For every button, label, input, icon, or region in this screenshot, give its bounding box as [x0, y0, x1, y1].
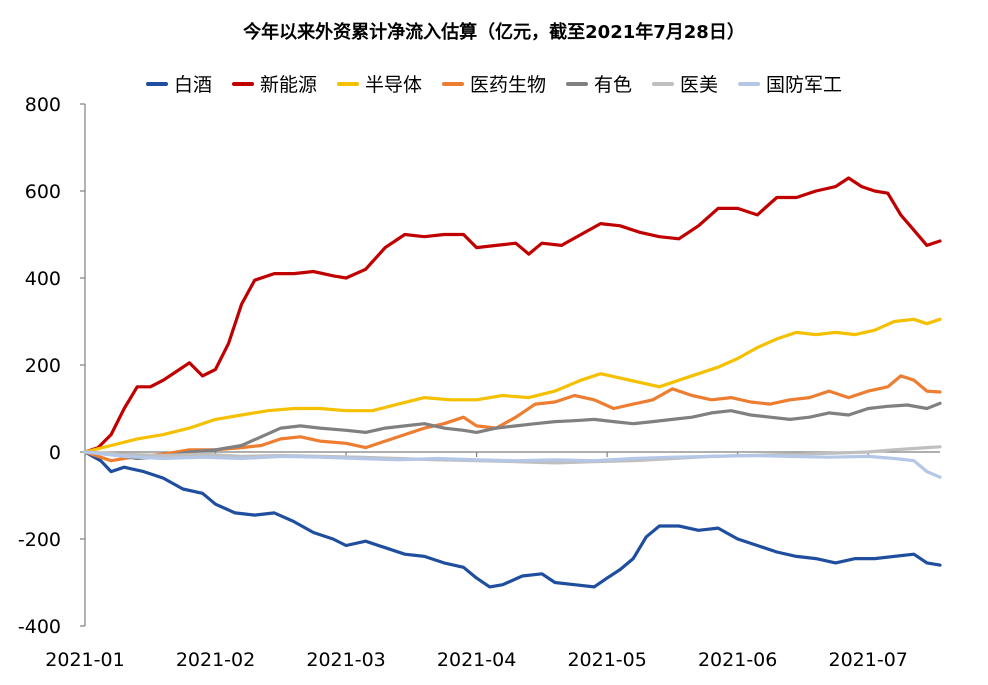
- series-line-2: [83, 317, 942, 454]
- legend-label: 医药生物: [469, 74, 546, 96]
- legend-swatch: [738, 81, 761, 86]
- legend-item: 国防军工: [738, 70, 842, 97]
- y-tick-label: 400: [25, 268, 61, 290]
- x-tick-label: 2021-02: [176, 649, 255, 671]
- x-tick-label: 2021-03: [306, 649, 385, 671]
- y-tick-label: -400: [18, 616, 61, 638]
- legend-item: 医药生物: [441, 70, 546, 97]
- series-line-4: [83, 401, 942, 461]
- legend-item: 半导体: [336, 70, 422, 97]
- legend-swatch: [231, 81, 254, 86]
- series-line-3: [83, 374, 942, 463]
- legend-label: 新能源: [259, 74, 317, 96]
- x-tick-label: 2021-01: [45, 649, 124, 671]
- legend-item: 医美: [652, 70, 718, 97]
- y-tick-label: 200: [25, 355, 61, 377]
- axes: 800 600 400 200 0 -200 -400 2021-01 2021-02 2021-…: [18, 94, 940, 671]
- legend: 白酒 新能源 半导体 医药生物 有色 医美 国防军工: [0, 70, 988, 97]
- legend-item: 白酒: [145, 70, 212, 97]
- chart-title: 今年以来外资累计净流入估算（亿元，截至2021年7月28日）: [243, 22, 745, 43]
- legend-swatch: [145, 81, 168, 86]
- legend-swatch: [441, 81, 464, 86]
- legend-label: 白酒: [173, 74, 212, 96]
- series-line-6: [83, 450, 942, 479]
- legend-label: 国防军工: [766, 74, 843, 96]
- series-line-0: [83, 450, 942, 589]
- x-tick-label: 2021-07: [829, 649, 908, 671]
- series-line-1: [83, 176, 942, 454]
- legend-item: 新能源: [231, 70, 317, 97]
- legend-label: 半导体: [364, 74, 422, 96]
- y-tick-label: 0: [49, 442, 61, 464]
- y-tick-label: 800: [25, 94, 61, 116]
- legend-swatch: [336, 81, 359, 86]
- series-line-5: [83, 445, 942, 465]
- legend-item: 有色: [566, 70, 632, 97]
- legend-swatch: [566, 81, 588, 86]
- legend-label: 医美: [680, 74, 719, 96]
- series-layer: [83, 176, 942, 589]
- legend-label: 有色: [594, 74, 633, 96]
- y-tick-label: -200: [18, 529, 61, 551]
- y-tick-label: 600: [25, 181, 61, 203]
- legend-swatch: [652, 81, 675, 86]
- x-tick-label: 2021-04: [437, 649, 516, 671]
- x-tick-label: 2021-05: [567, 649, 646, 671]
- x-tick-label: 2021-06: [698, 649, 777, 671]
